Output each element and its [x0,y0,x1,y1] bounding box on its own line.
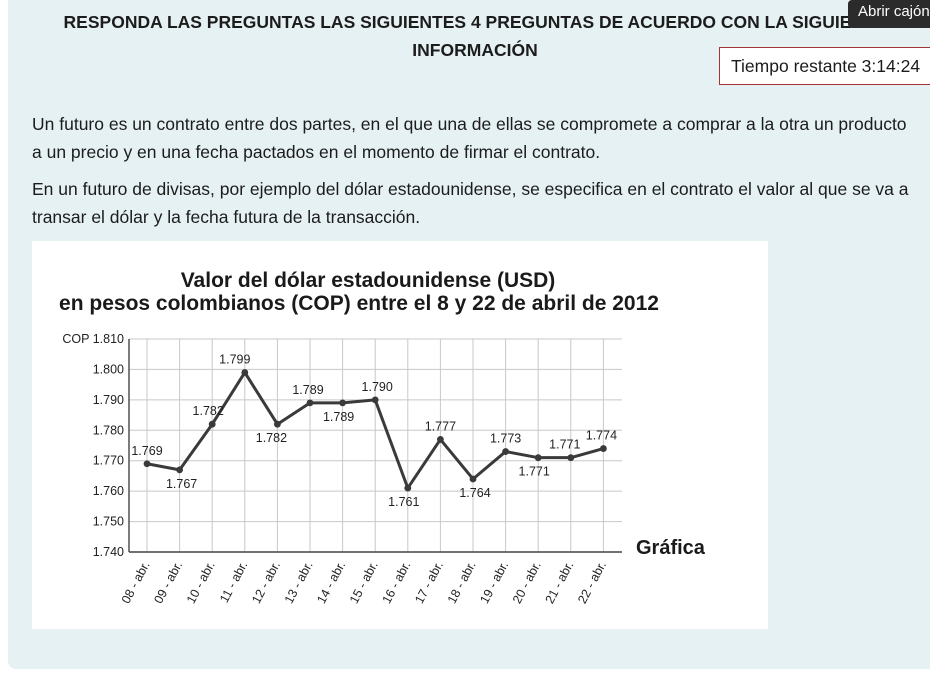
exchange-rate-chart: Valor del dólar estadounidense (USD) en … [32,241,768,629]
intro-paragraph: Un futuro es un contrato entre dos parte… [32,114,907,162]
data-label: 1.771 [519,465,550,479]
x-tick-label: 16 - abr. [380,559,414,606]
x-tick-label: 22 - abr. [575,559,609,606]
x-tick-label: 10 - abr. [184,559,218,606]
data-point [567,454,575,462]
question-title: RESPONDA LAS PREGUNTAS LAS SIGUIENTES 4 … [63,12,887,60]
data-label: 1.771 [549,438,580,452]
x-tick-label: 17 - abr. [412,559,446,606]
x-tick-label: 21 - abr. [543,559,577,606]
time-remaining: Tiempo restante 3:14:24 [719,47,930,85]
x-tick-label: 19 - abr. [477,559,511,606]
y-tick-label: 1.750 [93,515,124,529]
data-point [143,460,151,468]
y-tick-label: 1.770 [93,454,124,468]
x-tick-label: 15 - abr. [347,559,381,606]
data-label: 1.773 [490,432,521,446]
x-tick-label: 12 - abr. [249,559,283,606]
data-point [600,445,607,452]
chart-title-line1: Valor del dólar estadounidense (USD) [181,269,556,292]
y-tick-label: 1.780 [93,423,124,437]
x-tick-label: 18 - abr. [445,559,479,606]
data-label: 1.782 [256,431,287,445]
y-tick-label: 1.800 [93,362,124,376]
x-tick-label: 20 - abr. [510,559,544,606]
x-tick-label: 14 - abr. [314,559,348,606]
chart-title-line2: en pesos colombianos (COP) entre el 8 y … [59,292,659,315]
data-label: 1.790 [362,380,393,394]
data-point [241,369,249,376]
data-label: 1.782 [193,404,224,418]
data-point [437,436,444,443]
y-tick-label: COP 1.810 [62,332,124,346]
x-tick-label: 13 - abr. [282,559,316,606]
data-label: 1.764 [459,486,490,500]
chart-caption: Gráfica [636,537,706,559]
chart-svg: Valor del dólar estadounidense (USD) en … [59,269,706,606]
data-point [339,399,346,407]
data-point [306,399,314,407]
data-point [469,475,477,483]
data-point [404,484,412,492]
open-drawer-button[interactable]: Abrir cajón [848,0,930,28]
data-point [176,466,184,474]
data-label: 1.789 [323,410,354,424]
data-label: 1.767 [166,477,197,491]
y-tick-label: 1.790 [93,393,124,407]
y-tick-label: 1.740 [93,545,124,559]
data-label: 1.799 [219,352,250,366]
futures-paragraph: En un futuro de divisas, por ejemplo del… [32,179,909,227]
data-point [502,448,509,455]
x-tick-label: 09 - abr. [151,559,185,606]
data-point [534,454,542,462]
x-tick-label: 11 - abr. [217,559,250,605]
data-point [274,420,281,428]
data-point [208,420,216,428]
data-label: 1.761 [388,495,419,509]
x-tick-label: 08 - abr. [119,559,153,606]
data-label: 1.774 [586,429,617,443]
data-label: 1.789 [292,383,323,397]
data-point [371,396,379,404]
data-label: 1.769 [131,444,162,458]
data-label: 1.777 [425,419,456,433]
y-tick-label: 1.760 [93,484,124,498]
